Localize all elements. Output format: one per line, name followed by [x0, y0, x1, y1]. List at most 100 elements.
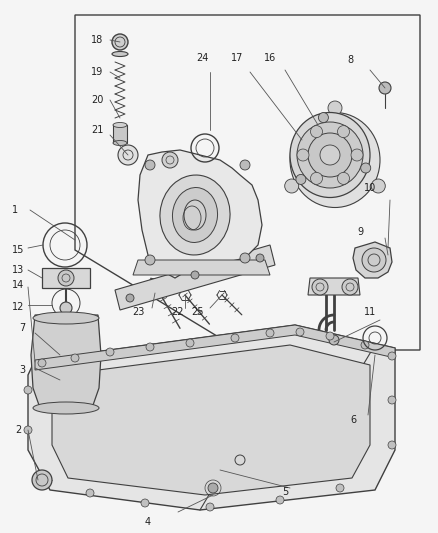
Circle shape	[38, 474, 46, 482]
Circle shape	[361, 163, 371, 173]
Polygon shape	[353, 242, 392, 278]
Ellipse shape	[113, 141, 127, 146]
Text: 24: 24	[196, 53, 208, 63]
Circle shape	[118, 145, 138, 165]
Polygon shape	[138, 150, 262, 278]
Circle shape	[379, 82, 391, 94]
Circle shape	[58, 270, 74, 286]
Text: 6: 6	[350, 415, 356, 425]
Circle shape	[338, 172, 350, 184]
Text: 3: 3	[19, 365, 25, 375]
Circle shape	[266, 329, 274, 337]
Text: 25: 25	[191, 307, 203, 317]
Polygon shape	[35, 325, 395, 370]
Circle shape	[338, 126, 350, 138]
Circle shape	[296, 174, 306, 184]
Circle shape	[32, 470, 52, 490]
Circle shape	[206, 503, 214, 511]
Text: 19: 19	[91, 67, 103, 77]
Polygon shape	[52, 345, 370, 495]
Circle shape	[361, 341, 369, 349]
Text: 17: 17	[231, 53, 243, 63]
Text: 14: 14	[12, 280, 24, 290]
Polygon shape	[31, 315, 101, 408]
Circle shape	[240, 253, 250, 263]
Ellipse shape	[184, 200, 206, 230]
Text: 8: 8	[347, 55, 353, 65]
Circle shape	[320, 145, 340, 165]
Circle shape	[311, 172, 322, 184]
Text: 11: 11	[364, 307, 376, 317]
Circle shape	[311, 126, 322, 138]
Circle shape	[256, 254, 264, 262]
Circle shape	[191, 271, 199, 279]
Text: 23: 23	[132, 307, 144, 317]
Circle shape	[162, 152, 178, 168]
Text: 22: 22	[172, 307, 184, 317]
Circle shape	[388, 441, 396, 449]
Text: 16: 16	[264, 53, 276, 63]
Circle shape	[145, 160, 155, 170]
Polygon shape	[115, 245, 275, 310]
Circle shape	[362, 248, 386, 272]
Circle shape	[24, 386, 32, 394]
Circle shape	[141, 499, 149, 507]
Circle shape	[329, 335, 339, 345]
Ellipse shape	[173, 188, 218, 243]
Text: 15: 15	[12, 245, 24, 255]
Circle shape	[296, 328, 304, 336]
Circle shape	[351, 149, 363, 161]
Ellipse shape	[112, 52, 128, 56]
Bar	[113, 125, 127, 143]
Text: 12: 12	[12, 302, 24, 312]
Circle shape	[308, 133, 352, 177]
Circle shape	[336, 484, 344, 492]
Circle shape	[240, 160, 250, 170]
Circle shape	[112, 34, 128, 50]
Text: 21: 21	[91, 125, 103, 135]
Text: 4: 4	[145, 517, 151, 527]
Circle shape	[342, 279, 358, 295]
Circle shape	[86, 489, 94, 497]
Circle shape	[297, 122, 363, 188]
Ellipse shape	[33, 402, 99, 414]
Circle shape	[318, 112, 328, 123]
Ellipse shape	[33, 312, 99, 324]
Circle shape	[297, 149, 309, 161]
Text: 10: 10	[364, 183, 376, 193]
Circle shape	[60, 302, 72, 314]
Text: 9: 9	[357, 227, 363, 237]
Circle shape	[231, 334, 239, 342]
Circle shape	[388, 396, 396, 404]
Text: 18: 18	[91, 35, 103, 45]
Text: 13: 13	[12, 265, 24, 275]
Text: 5: 5	[282, 487, 288, 497]
Circle shape	[145, 255, 155, 265]
Circle shape	[186, 339, 194, 347]
Polygon shape	[42, 268, 90, 288]
Text: 20: 20	[91, 95, 103, 105]
Polygon shape	[28, 325, 395, 510]
Circle shape	[106, 348, 114, 356]
Circle shape	[328, 101, 342, 115]
Circle shape	[71, 354, 79, 362]
Ellipse shape	[290, 112, 380, 207]
Polygon shape	[308, 278, 360, 295]
Circle shape	[208, 483, 218, 493]
Circle shape	[326, 332, 334, 340]
Ellipse shape	[160, 175, 230, 255]
Circle shape	[388, 352, 396, 360]
Circle shape	[312, 279, 328, 295]
Text: 7: 7	[19, 323, 25, 333]
Circle shape	[276, 496, 284, 504]
Circle shape	[371, 179, 385, 193]
Circle shape	[285, 179, 299, 193]
Text: 2: 2	[15, 425, 21, 435]
Polygon shape	[133, 260, 270, 275]
Circle shape	[126, 294, 134, 302]
Ellipse shape	[113, 123, 127, 127]
Circle shape	[38, 359, 46, 367]
Text: 1: 1	[12, 205, 18, 215]
Circle shape	[146, 343, 154, 351]
Ellipse shape	[290, 112, 370, 198]
